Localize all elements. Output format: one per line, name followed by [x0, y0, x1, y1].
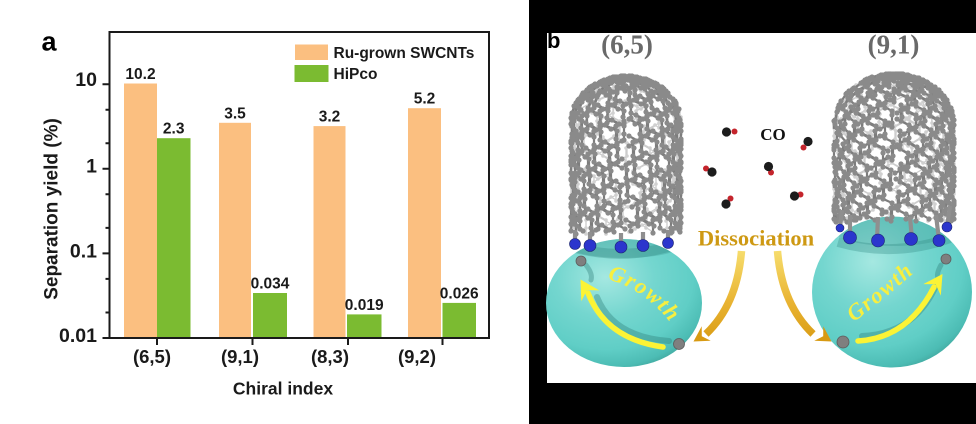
svg-text:1: 1: [86, 156, 97, 178]
svg-text:b: b: [547, 28, 560, 53]
svg-text:2.3: 2.3: [163, 121, 185, 138]
svg-text:10: 10: [75, 69, 97, 91]
svg-text:10.2: 10.2: [125, 66, 155, 83]
svg-text:(9,2): (9,2): [398, 346, 436, 367]
svg-text:Ru-grown SWCNTs: Ru-grown SWCNTs: [334, 45, 475, 62]
svg-text:3.2: 3.2: [319, 109, 341, 126]
svg-text:Separation yield (%): Separation yield (%): [42, 118, 63, 300]
svg-text:0.019: 0.019: [345, 297, 384, 314]
svg-text:5.2: 5.2: [414, 91, 436, 108]
svg-text:(6,5): (6,5): [601, 30, 653, 60]
svg-text:0.034: 0.034: [251, 276, 290, 293]
svg-text:CO: CO: [760, 125, 786, 144]
svg-text:Dissociation: Dissociation: [698, 226, 815, 251]
svg-text:0.01: 0.01: [59, 325, 97, 347]
svg-text:a: a: [42, 27, 58, 57]
svg-text:3.5: 3.5: [224, 105, 246, 122]
svg-text:(9,1): (9,1): [868, 30, 920, 60]
svg-text:0.026: 0.026: [440, 285, 479, 302]
svg-text:(6,5): (6,5): [133, 346, 171, 367]
svg-text:(9,1): (9,1): [221, 346, 259, 367]
svg-text:0.1: 0.1: [70, 240, 97, 262]
svg-text:(8,3): (8,3): [311, 346, 349, 367]
svg-text:Chiral index: Chiral index: [233, 379, 333, 399]
svg-text:HiPco: HiPco: [334, 66, 378, 83]
